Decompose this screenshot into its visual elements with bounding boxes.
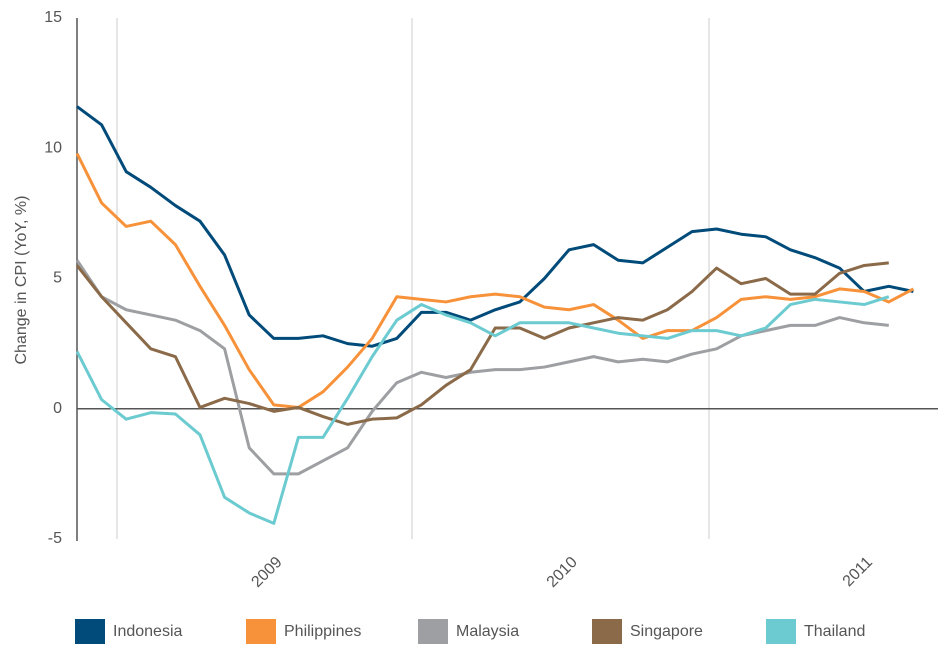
- series-line: [75, 261, 889, 426]
- series-line: [75, 152, 915, 409]
- legend-swatch: [592, 619, 622, 644]
- legend-label: Singapore: [630, 623, 703, 640]
- x-tick-label: 2009: [248, 554, 285, 591]
- legend-swatch: [766, 619, 796, 644]
- legend-label: Philippines: [284, 623, 361, 640]
- x-tick-label: 2010: [544, 554, 581, 591]
- legend-label: Thailand: [804, 623, 865, 640]
- series-line: [75, 295, 890, 525]
- y-tick-label: -5: [48, 530, 62, 547]
- y-tick-label: 10: [44, 139, 62, 156]
- y-axis-title: Change in CPI (YoY, %): [13, 196, 30, 365]
- y-tick-label: 5: [53, 270, 62, 287]
- legend-swatch: [246, 619, 276, 644]
- legend-swatch: [418, 619, 448, 644]
- x-tick-label: 2011: [840, 554, 876, 590]
- series-line: [76, 105, 914, 348]
- legend-label: Indonesia: [113, 623, 182, 640]
- y-tick-label: 15: [44, 9, 62, 26]
- series-line: [75, 259, 889, 476]
- legend-swatch: [75, 619, 105, 644]
- legend-label: Malaysia: [456, 623, 519, 640]
- y-tick-label: 0: [53, 400, 62, 417]
